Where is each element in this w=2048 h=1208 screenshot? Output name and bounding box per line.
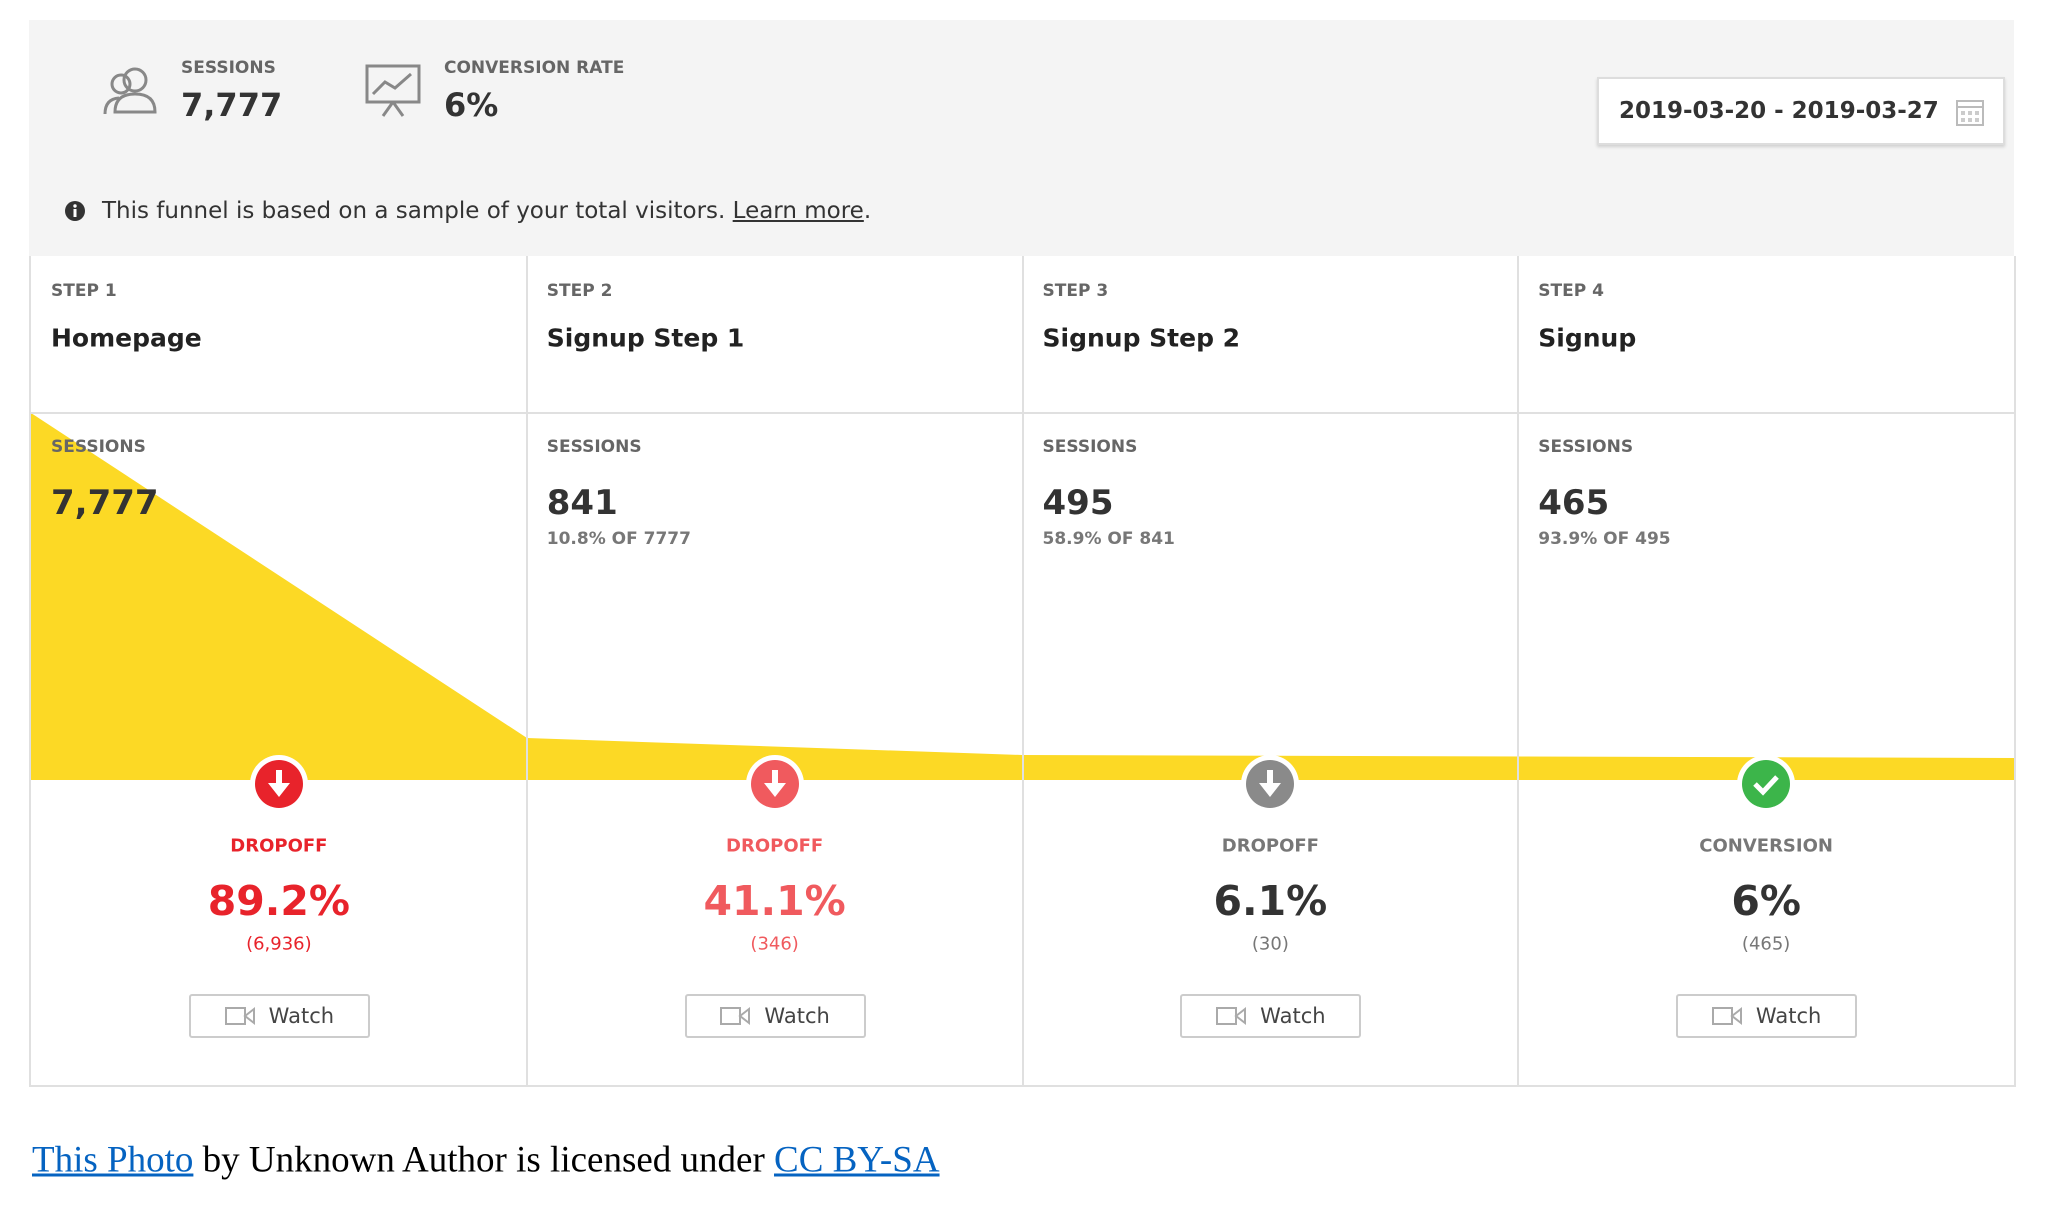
date-picker[interactable]: 2019-03-20 - 2019-03-27 [1597, 77, 2005, 145]
notice-text: This funnel is based on a sample of your… [102, 198, 733, 224]
sessions-label: SESSIONS [1042, 437, 1138, 457]
credit: This Photo by Unknown Author is licensed… [32, 1139, 940, 1182]
conversion-icon [365, 64, 421, 117]
sessions-count: 465 [1538, 483, 1610, 523]
outcome-count: (6,936) [246, 933, 312, 955]
sessions-label: SESSIONS [181, 58, 276, 78]
watch-button[interactable]: Watch [1676, 994, 1858, 1038]
outcome-label: DROPOFF [230, 835, 328, 857]
outcome-count: (346) [750, 933, 799, 955]
info-icon [65, 201, 85, 221]
sessions-share: 58.9% OF 841 [1042, 529, 1175, 549]
dropoff-icon [745, 755, 804, 813]
watch-label: Watch [764, 1004, 830, 1028]
calendar-icon [1956, 100, 1984, 126]
outcome-rate: 89.2% [207, 877, 350, 925]
notice-end: . [863, 198, 872, 224]
watch-button[interactable]: Watch [1180, 994, 1362, 1038]
learn-more-link[interactable]: Learn more [732, 198, 864, 224]
photo-link[interactable]: This Photo [32, 1139, 194, 1181]
step-name: Signup [1538, 323, 1637, 353]
outcome-count: (30) [1251, 933, 1289, 955]
camera-icon [720, 1006, 751, 1026]
funnel-area [31, 413, 2014, 780]
step-name: Signup Step 1 [546, 323, 745, 353]
dropoff-icon [249, 755, 308, 813]
watch-label: Watch [1260, 1004, 1326, 1028]
outcome-rate: 41.1% [703, 877, 846, 925]
sessions-count: 7,777 [51, 483, 159, 523]
outcome-label: DROPOFF [1221, 835, 1319, 857]
license-link[interactable]: CC BY-SA [774, 1139, 940, 1181]
step-name: Homepage [51, 323, 202, 353]
sessions-label: SESSIONS [546, 437, 642, 457]
conversion-label: CONVERSION RATE [444, 58, 625, 78]
step-name: Signup Step 2 [1042, 323, 1241, 353]
summary-bar: SESSIONS 7,777 CONVERSION RATE 6% 2019-0… [29, 20, 2014, 168]
camera-icon [1216, 1006, 1247, 1026]
credit-text: by Unknown Author is licensed under [193, 1139, 775, 1181]
outcome-label: DROPOFF [726, 835, 824, 857]
date-range: 2019-03-20 - 2019-03-27 [1619, 98, 1939, 124]
outcome-count: (465) [1741, 933, 1791, 955]
column-divider [1021, 256, 1024, 1085]
sessions-count: 495 [1042, 483, 1114, 523]
step-number: STEP 3 [1042, 281, 1109, 301]
outcome-label: CONVERSION [1699, 835, 1833, 857]
sessions-label: SESSIONS [1538, 437, 1634, 457]
notice-bar: This funnel is based on a sample of your… [29, 166, 2014, 258]
sessions-share: 10.8% OF 7777 [546, 529, 691, 549]
watch-button[interactable]: Watch [188, 994, 370, 1038]
sessions-label: SESSIONS [51, 437, 146, 457]
sessions-share: 93.9% OF 495 [1538, 529, 1671, 549]
camera-icon [224, 1006, 255, 1026]
column-divider [525, 256, 528, 1085]
step-number: STEP 2 [546, 281, 613, 301]
step-number: STEP 4 [1538, 281, 1604, 301]
sessions-icon [103, 67, 157, 115]
funnel: STEP 1 Homepage SESSIONS 7,777 DROPOFF 89.2% (… [29, 256, 2016, 1087]
watch-button[interactable]: Watch [684, 994, 866, 1038]
outcome-rate: 6.1% [1213, 877, 1328, 925]
sessions-count: 841 [546, 483, 618, 523]
dropoff-icon [1241, 755, 1300, 813]
watch-label: Watch [268, 1004, 335, 1028]
column-divider [1517, 256, 1520, 1085]
watch-label: Watch [1755, 1004, 1822, 1028]
step-number: STEP 1 [51, 281, 117, 301]
sessions-total: 7,777 [181, 86, 283, 124]
camera-icon [1711, 1006, 1742, 1026]
conversion-icon [1737, 755, 1796, 813]
notice: This funnel is based on a sample of your… [102, 198, 871, 224]
outcome-rate: 6% [1731, 877, 1801, 925]
conversion-rate: 6% [444, 86, 499, 124]
